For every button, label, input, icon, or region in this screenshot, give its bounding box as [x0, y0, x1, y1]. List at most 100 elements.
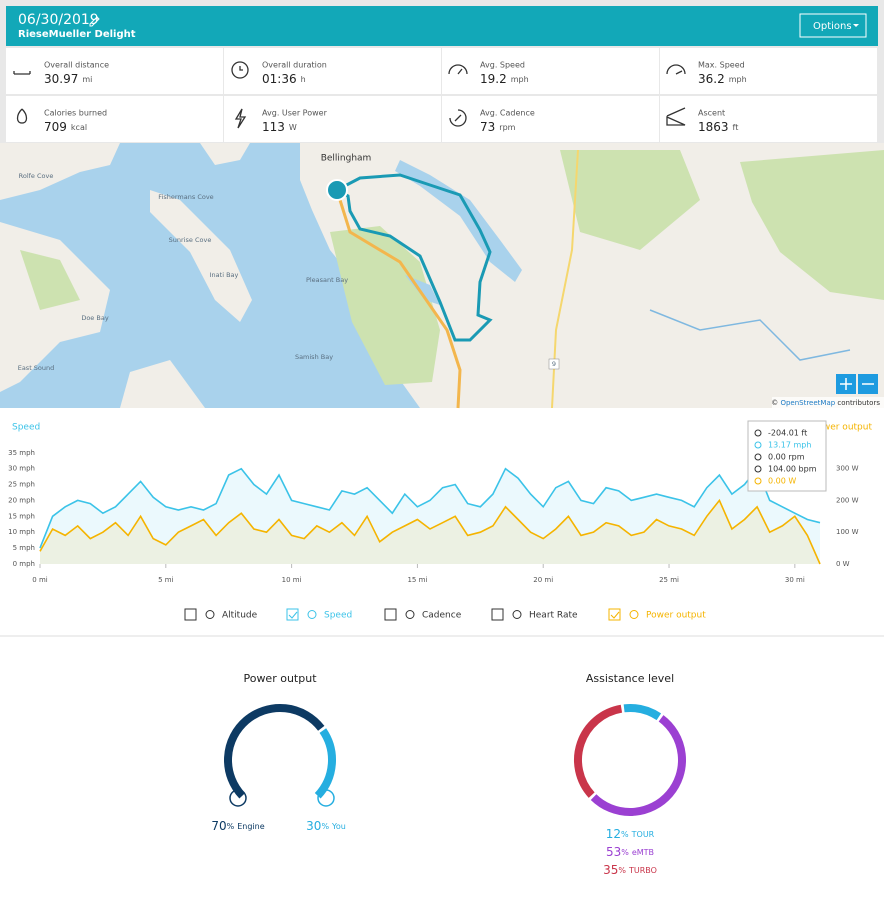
y2-tick-label: 100 W — [836, 528, 859, 536]
stat-value: 709 — [44, 120, 67, 134]
series-area — [40, 500, 820, 564]
stat-unit: W — [289, 123, 297, 132]
stat-value: 01:36 — [262, 72, 297, 86]
legend-checkbox[interactable] — [286, 608, 299, 621]
x-tick-label: 15 mi — [407, 576, 427, 584]
map-label: East Sound — [18, 364, 55, 372]
stat-label: Avg. Cadence — [480, 109, 535, 118]
map-label: Bellingham — [321, 154, 372, 164]
legend-label[interactable]: Heart Rate — [529, 611, 578, 621]
bike-name: RieseMueller Delight — [18, 29, 136, 40]
stat-value-text: 01:36 h — [262, 72, 306, 86]
stat-icon — [13, 71, 31, 75]
stat-value-text: 19.2 mph — [480, 72, 529, 86]
attribution-bg — [772, 397, 884, 408]
legend-icon — [512, 610, 522, 619]
legend-label[interactable]: Altitude — [222, 611, 258, 621]
share-unit: % — [321, 822, 329, 831]
map-label: Doe Bay — [81, 314, 108, 322]
donuts: Power output 70% Engine 30% You Assistance le… — [211, 672, 686, 877]
stat-tile — [660, 96, 877, 142]
land — [150, 190, 252, 322]
stat-icon — [666, 107, 686, 126]
park — [330, 226, 440, 385]
stat-tile — [660, 48, 877, 94]
land — [200, 143, 250, 165]
y-tick-label: 5 mph — [13, 544, 35, 552]
legend-checkbox[interactable] — [491, 608, 504, 621]
axis-title: Speed — [12, 423, 40, 433]
legend-check — [610, 611, 620, 619]
options-label[interactable]: Options — [813, 21, 852, 32]
legend-label[interactable]: Cadence — [422, 611, 462, 621]
edit-icon[interactable] — [89, 16, 100, 27]
y-tick-label: 20 mph — [8, 496, 35, 504]
stat-label: Max. Speed — [698, 61, 745, 70]
share-value: 12 — [606, 827, 621, 841]
zoom-in-icon — [840, 378, 852, 390]
stat-label: Calories burned — [44, 109, 107, 118]
tooltip-icon — [754, 441, 762, 449]
tooltip-icon — [754, 429, 762, 437]
map-label: Inati Bay — [210, 271, 239, 279]
share-value: 35 — [603, 863, 618, 877]
stat-value: 113 — [262, 120, 285, 134]
map-label: Pleasant Bay — [306, 276, 348, 284]
stat-label: Avg. Speed — [480, 61, 525, 70]
donut-title: Assistance level — [586, 672, 674, 685]
stat-unit: rpm — [499, 123, 515, 132]
stat-tile — [224, 48, 441, 94]
map[interactable]: © OpenStreetMap contributors Bellingham F… — [0, 143, 884, 409]
stat-value: 36.2 — [698, 72, 725, 86]
stat-unit: mi — [82, 75, 92, 84]
map-label: Sunrise Cove — [169, 236, 212, 244]
stats-grid: Overall distance 30.97 mi Overall duration 0… — [6, 48, 877, 142]
stat-icon — [234, 108, 247, 129]
share-value: 70 — [211, 819, 226, 833]
legend-label[interactable]: Speed — [324, 611, 352, 621]
share-name: TURBO — [628, 866, 657, 875]
land — [300, 143, 884, 408]
land — [120, 360, 205, 408]
stat-icon — [16, 108, 28, 124]
donut-segment — [224, 704, 325, 799]
legend-label[interactable]: Power output — [646, 611, 706, 621]
stat-value: 19.2 — [480, 72, 507, 86]
bike-marker[interactable] — [326, 179, 348, 201]
ride-date: 06/30/2019 — [18, 12, 99, 28]
share-text: 70% Engine — [211, 819, 264, 833]
map-label: Rolfe Cove — [19, 172, 54, 180]
series-line — [39, 467, 821, 549]
donut-title: Power output — [243, 672, 317, 685]
park — [740, 150, 884, 300]
y2-tick-label: 200 W — [836, 496, 859, 504]
share-name: You — [331, 822, 346, 831]
tooltip-icon — [754, 465, 762, 473]
y2-tick-label: 0 W — [836, 560, 850, 568]
y-tick-label: 30 mph — [8, 465, 35, 473]
legend-checkbox[interactable] — [184, 608, 197, 621]
land — [0, 143, 120, 200]
map-label: Samish Bay — [295, 353, 333, 361]
stat-icon — [448, 64, 468, 75]
stat-unit: kcal — [71, 123, 87, 132]
legend-checkbox[interactable] — [608, 608, 621, 621]
x-tick-label: 30 mi — [785, 576, 805, 584]
map-label: Fishermans Cove — [158, 193, 213, 201]
stat-unit: mph — [729, 75, 747, 84]
series-line — [39, 498, 821, 565]
options-button[interactable] — [799, 13, 867, 38]
attribution-link[interactable]: OpenStreetMap — [780, 399, 835, 407]
header-bar — [6, 6, 878, 46]
y2-tick-label: 300 W — [836, 465, 859, 473]
attribution-prefix: © — [771, 399, 778, 407]
legend-checkbox[interactable] — [384, 608, 397, 621]
chart: Speed Power output 0 mph 5 mph 10 mph 15 mph 2… — [8, 420, 872, 621]
map-label: 9 — [552, 360, 556, 368]
stat-value: 73 — [480, 120, 495, 134]
share-value: 30 — [306, 819, 321, 833]
stat-value-text: 113 W — [262, 120, 297, 134]
stat-value-text: 36.2 mph — [698, 72, 747, 86]
